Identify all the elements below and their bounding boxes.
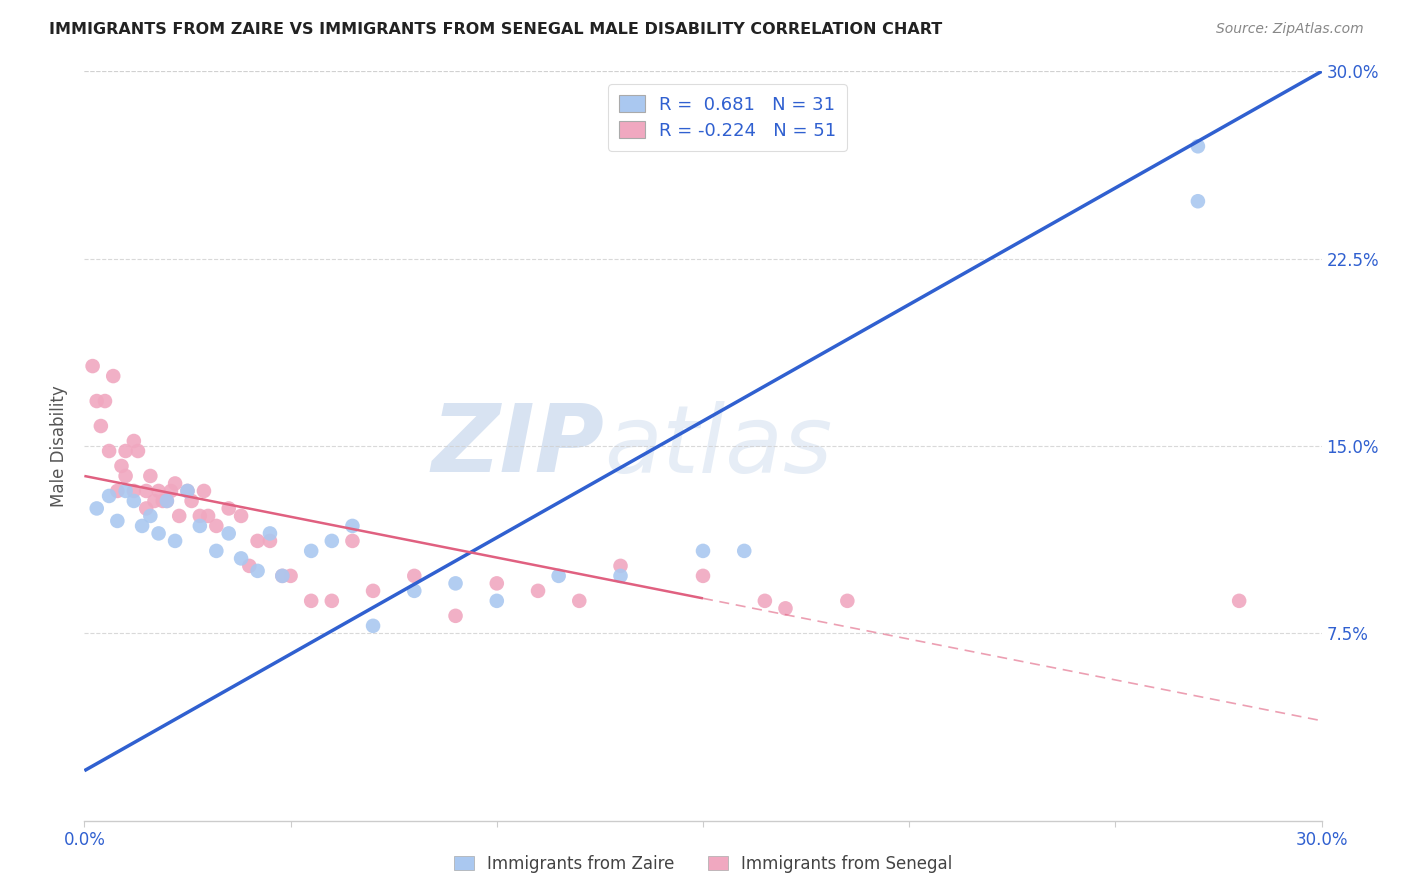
Point (229, 551, 252, 566)
Point (135, 483, 157, 498)
Point (218, 526, 240, 541)
Legend: Immigrants from Zaire, Immigrants from Senegal: Immigrants from Zaire, Immigrants from S… (447, 848, 959, 880)
Point (404, 569, 426, 583)
Point (114, 469, 136, 483)
Point (165, 476, 187, 491)
Point (176, 483, 198, 498)
Point (167, 508, 190, 523)
Point (259, 533, 281, 548)
Point (218, 501, 240, 516)
Point (105, 483, 128, 498)
Point (105, 514, 128, 528)
Point (1187, 194, 1209, 209)
Point (165, 533, 187, 548)
Point (321, 533, 343, 548)
Point (246, 564, 269, 578)
Point (135, 501, 157, 516)
Point (238, 558, 260, 573)
Point (90, 419, 112, 434)
Point (86, 501, 108, 516)
Point (444, 576, 467, 591)
Point (1187, 139, 1209, 153)
Point (148, 483, 170, 498)
Point (148, 526, 170, 541)
Point (180, 494, 202, 508)
Point (122, 494, 145, 508)
Point (754, 594, 776, 608)
Point (527, 583, 550, 598)
Point (205, 519, 228, 533)
Point (86, 394, 108, 409)
Y-axis label: Male Disability: Male Disability (51, 385, 69, 507)
Point (692, 544, 714, 558)
Point (404, 583, 426, 598)
Point (139, 469, 162, 483)
Text: Source: ZipAtlas.com: Source: ZipAtlas.com (1216, 22, 1364, 37)
Point (114, 483, 136, 498)
Point (188, 519, 211, 533)
Text: atlas: atlas (605, 401, 832, 491)
Point (444, 608, 467, 623)
Point (609, 569, 631, 583)
Point (156, 494, 179, 508)
Point (122, 434, 145, 448)
Point (342, 519, 364, 533)
Point (205, 544, 228, 558)
Point (692, 569, 714, 583)
Point (280, 569, 302, 583)
Point (103, 369, 125, 384)
Point (259, 526, 281, 541)
Point (271, 569, 294, 583)
Point (229, 508, 252, 523)
Legend: R =  0.681   N = 31, R = -0.224   N = 51: R = 0.681 N = 31, R = -0.224 N = 51 (609, 84, 846, 151)
Point (94, 394, 117, 409)
Point (321, 594, 343, 608)
Point (122, 483, 145, 498)
Point (176, 483, 198, 498)
Point (568, 594, 591, 608)
Point (98, 444, 121, 458)
Text: IMMIGRANTS FROM ZAIRE VS IMMIGRANTS FROM SENEGAL MALE DISABILITY CORRELATION CHA: IMMIGRANTS FROM ZAIRE VS IMMIGRANTS FROM… (49, 22, 942, 37)
Point (342, 533, 364, 548)
Point (361, 619, 384, 633)
Point (733, 544, 755, 558)
Point (114, 444, 136, 458)
Point (547, 569, 569, 583)
Point (152, 494, 174, 508)
Point (110, 458, 132, 473)
Point (98, 489, 121, 503)
Point (193, 483, 215, 498)
Point (609, 558, 631, 573)
Point (82, 359, 104, 373)
Point (775, 601, 797, 615)
Point (361, 583, 384, 598)
Point (156, 494, 179, 508)
Point (127, 444, 149, 458)
Point (485, 594, 508, 608)
Point (299, 544, 322, 558)
Point (139, 508, 162, 523)
Point (837, 594, 859, 608)
Point (485, 576, 508, 591)
Point (271, 569, 294, 583)
Point (188, 508, 211, 523)
Text: ZIP: ZIP (432, 400, 605, 492)
Point (1227, 594, 1250, 608)
Point (246, 533, 269, 548)
Point (143, 494, 166, 508)
Point (197, 508, 219, 523)
Point (131, 519, 153, 533)
Point (299, 594, 322, 608)
Point (160, 483, 183, 498)
